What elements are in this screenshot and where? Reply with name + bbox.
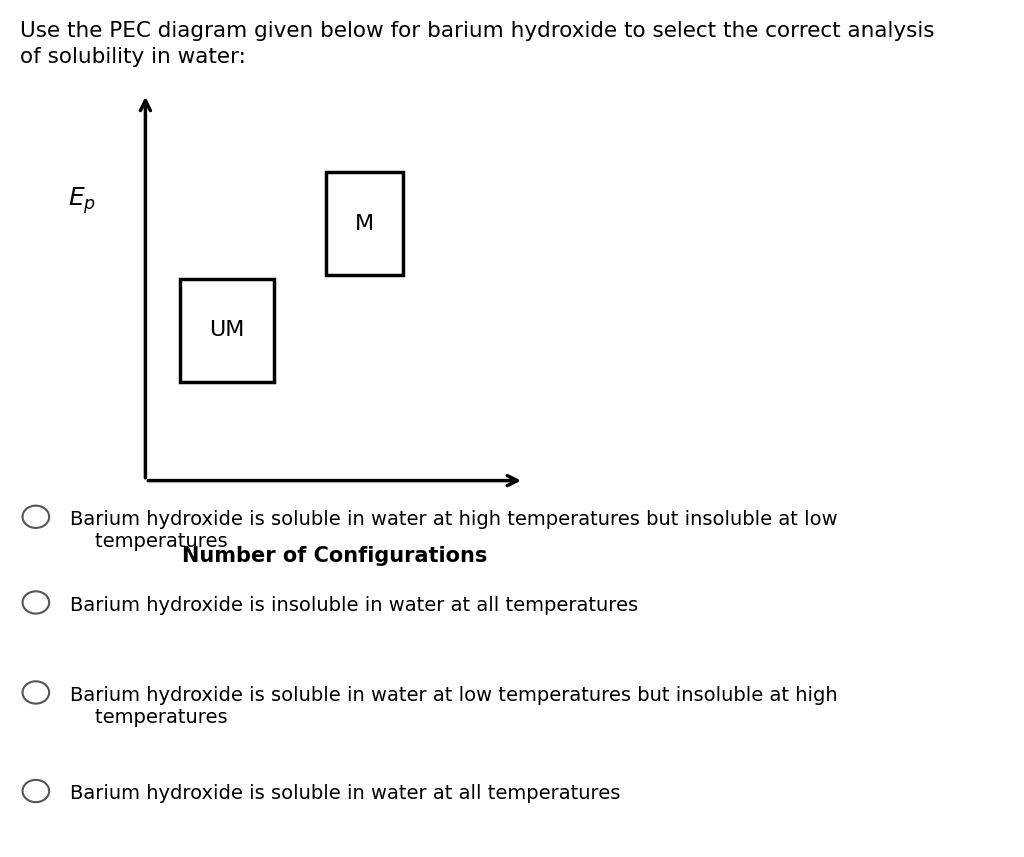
- Text: of solubility in water:: of solubility in water:: [20, 47, 247, 67]
- Bar: [326, 172, 403, 275]
- Text: Barium hydroxide is soluble in water at low temperatures but insoluble at high
 : Barium hydroxide is soluble in water at …: [70, 686, 838, 727]
- Text: Use the PEC diagram given below for barium hydroxide to select the correct analy: Use the PEC diagram given below for bari…: [20, 21, 935, 41]
- Bar: [180, 279, 274, 382]
- Text: $E_p$: $E_p$: [68, 185, 96, 216]
- Text: M: M: [355, 213, 375, 233]
- Text: Barium hydroxide is soluble in water at high temperatures but insoluble at low
 : Barium hydroxide is soluble in water at …: [70, 510, 838, 551]
- Text: Barium hydroxide is soluble in water at all temperatures: Barium hydroxide is soluble in water at …: [70, 784, 620, 803]
- Text: Number of Configurations: Number of Configurations: [182, 547, 487, 566]
- Text: Barium hydroxide is insoluble in water at all temperatures: Barium hydroxide is insoluble in water a…: [70, 596, 638, 614]
- Text: UM: UM: [210, 321, 245, 340]
